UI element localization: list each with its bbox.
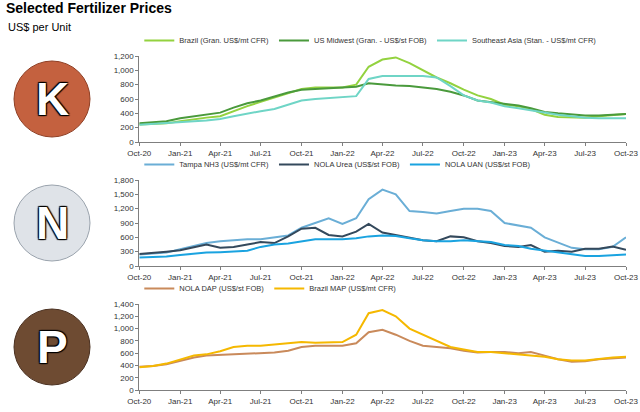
svg-text:Jul-22: Jul-22 [412, 149, 434, 158]
svg-text:NOLA UAN (US$/st FOB): NOLA UAN (US$/st FOB) [445, 160, 531, 169]
svg-text:Jul-21: Jul-21 [250, 397, 272, 406]
svg-text:Oct-22: Oct-22 [452, 273, 477, 282]
svg-text:Jan-21: Jan-21 [168, 149, 193, 158]
svg-text:1,000: 1,000 [114, 66, 135, 75]
svg-text:Jan-21: Jan-21 [168, 273, 193, 282]
svg-text:N: N [36, 197, 69, 249]
svg-text:P: P [37, 321, 68, 373]
svg-text:Apr-22: Apr-22 [370, 397, 395, 406]
svg-text:Jan-22: Jan-22 [330, 397, 355, 406]
svg-text:Tampa NH3 (US$/mt CFR): Tampa NH3 (US$/mt CFR) [179, 160, 269, 169]
svg-text:200: 200 [120, 123, 134, 132]
svg-text:800: 800 [120, 337, 134, 346]
svg-text:Jul-23: Jul-23 [574, 273, 596, 282]
svg-text:1,200: 1,200 [114, 52, 135, 61]
svg-text:Jan-22: Jan-22 [330, 149, 355, 158]
svg-text:600: 600 [120, 95, 134, 104]
svg-text:Jan-23: Jan-23 [492, 397, 517, 406]
svg-text:Brazil (Gran. US$/mt CFR): Brazil (Gran. US$/mt CFR) [179, 36, 269, 45]
svg-text:Oct-20: Oct-20 [127, 273, 152, 282]
svg-text:900: 900 [120, 219, 134, 228]
svg-text:Jan-22: Jan-22 [330, 273, 355, 282]
svg-text:Jul-23: Jul-23 [574, 397, 596, 406]
svg-text:Oct-22: Oct-22 [452, 397, 477, 406]
svg-text:0: 0 [129, 386, 134, 395]
svg-text:Jul-22: Jul-22 [412, 397, 434, 406]
svg-text:Oct-21: Oct-21 [290, 149, 315, 158]
svg-text:0: 0 [129, 262, 134, 271]
svg-text:1,800: 1,800 [114, 176, 135, 185]
svg-text:Apr-23: Apr-23 [533, 273, 558, 282]
svg-text:Jul-21: Jul-21 [250, 149, 272, 158]
svg-text:Apr-22: Apr-22 [370, 273, 395, 282]
svg-text:Oct-23: Oct-23 [614, 149, 639, 158]
svg-text:K: K [36, 73, 69, 125]
svg-text:Apr-21: Apr-21 [208, 397, 233, 406]
svg-text:Apr-21: Apr-21 [208, 149, 233, 158]
svg-text:Jan-23: Jan-23 [492, 273, 517, 282]
svg-text:Apr-23: Apr-23 [533, 149, 558, 158]
svg-text:Oct-21: Oct-21 [290, 273, 315, 282]
svg-text:NOLA Urea (US$/st FOB): NOLA Urea (US$/st FOB) [314, 160, 400, 169]
svg-text:600: 600 [120, 349, 134, 358]
svg-text:Jan-21: Jan-21 [168, 397, 193, 406]
svg-text:Brazil MAP (US$/mt CFR): Brazil MAP (US$/mt CFR) [309, 284, 396, 293]
svg-text:0: 0 [129, 138, 134, 147]
svg-text:Oct-20: Oct-20 [127, 149, 152, 158]
svg-text:US$ per Unit: US$ per Unit [8, 21, 71, 33]
svg-text:Oct-22: Oct-22 [452, 149, 477, 158]
svg-text:1,200: 1,200 [114, 312, 135, 321]
svg-text:Jul-23: Jul-23 [574, 149, 596, 158]
svg-text:400: 400 [120, 109, 134, 118]
svg-text:400: 400 [120, 361, 134, 370]
svg-text:NOLA DAP (US$/st FOB): NOLA DAP (US$/st FOB) [179, 284, 264, 293]
svg-text:Selected Fertilizer Prices: Selected Fertilizer Prices [6, 0, 172, 16]
svg-text:Jan-23: Jan-23 [492, 149, 517, 158]
svg-text:Oct-23: Oct-23 [614, 273, 639, 282]
svg-text:Southeast Asia (Stan. - US$/mt: Southeast Asia (Stan. - US$/mt CFR) [472, 36, 596, 45]
svg-text:Apr-23: Apr-23 [533, 397, 558, 406]
svg-text:Apr-22: Apr-22 [370, 149, 395, 158]
svg-text:US Midwest (Gran. - US$/st FOB: US Midwest (Gran. - US$/st FOB) [314, 36, 427, 45]
svg-text:Oct-20: Oct-20 [127, 397, 152, 406]
svg-text:300: 300 [120, 247, 134, 256]
svg-text:1,400: 1,400 [114, 300, 135, 309]
svg-text:Apr-21: Apr-21 [208, 273, 233, 282]
svg-text:1,200: 1,200 [114, 204, 135, 213]
svg-text:Oct-21: Oct-21 [290, 397, 315, 406]
svg-text:600: 600 [120, 233, 134, 242]
svg-text:1,000: 1,000 [114, 324, 135, 333]
svg-text:Jul-22: Jul-22 [412, 273, 434, 282]
svg-text:800: 800 [120, 80, 134, 89]
svg-text:200: 200 [120, 374, 134, 383]
svg-text:Oct-23: Oct-23 [614, 397, 639, 406]
svg-text:1,500: 1,500 [114, 190, 135, 199]
svg-text:Jul-21: Jul-21 [250, 273, 272, 282]
